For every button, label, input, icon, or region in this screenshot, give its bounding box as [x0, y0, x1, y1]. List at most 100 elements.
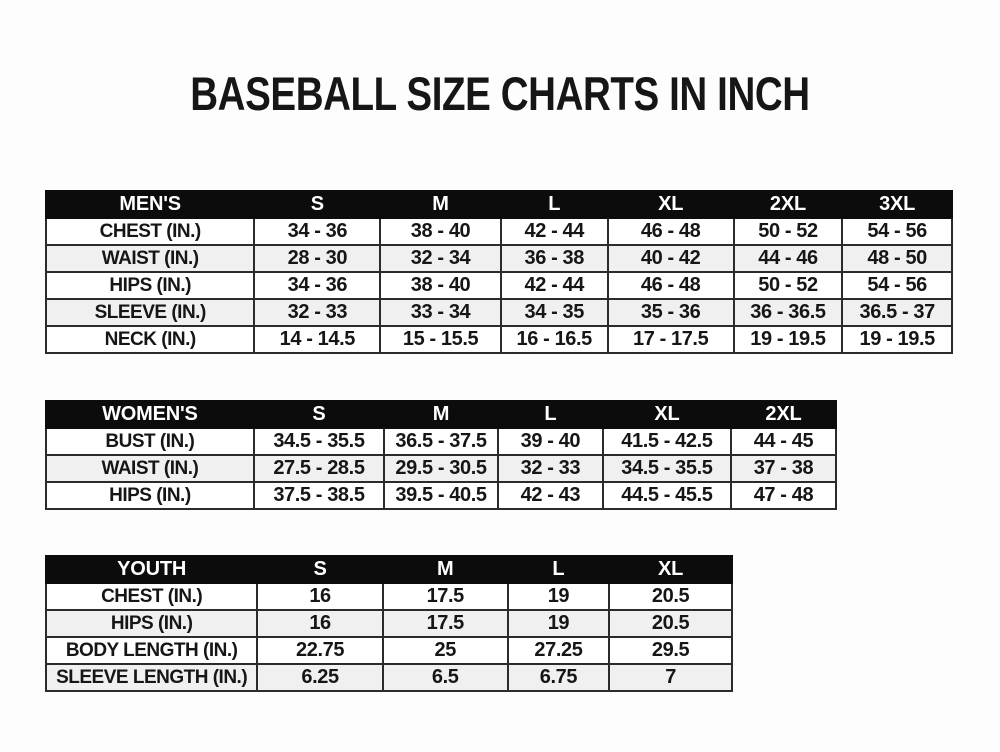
size-value-cell: 25 [381, 636, 509, 665]
page-title: BASEBALL SIZE CHARTS IN INCH [190, 67, 810, 120]
column-header: 2XL [732, 190, 844, 219]
size-value-cell: 29.5 [608, 636, 733, 665]
size-value-cell: 44.5 - 45.5 [601, 481, 732, 510]
table-row: BUST (IN.) 34.5 - 35.5 36.5 - 37.5 39 - 40 4… [45, 427, 838, 456]
table-row: HIPS (IN.) 16 17.5 19 20.5 [44, 609, 733, 638]
header-row: WOMEN'S S M L XL 2XL [45, 400, 838, 429]
table-row: WAIST (IN.) 28 - 30 32 - 34 36 - 38 40 - 42 4… [44, 244, 953, 273]
size-value-cell: 34.5 - 35.5 [601, 454, 732, 483]
size-value-cell: 6.75 [506, 663, 611, 692]
column-header: M [381, 555, 509, 584]
table-row: SLEEVE (IN.) 32 - 33 33 - 34 34 - 35 35 - 36… [44, 298, 953, 327]
size-value-cell: 19 [506, 582, 611, 611]
column-header: 2XL [729, 400, 838, 429]
size-value-cell: 27.5 - 28.5 [252, 454, 386, 483]
size-value-cell: 32 - 33 [253, 298, 382, 327]
column-header: XL [601, 400, 732, 429]
size-value-cell: 6.5 [381, 663, 509, 692]
size-value-cell: 47 - 48 [729, 481, 838, 510]
size-value-cell: 44 - 45 [729, 427, 838, 456]
size-value-cell: 42 - 44 [499, 271, 609, 300]
size-value-cell: 19 [506, 609, 611, 638]
row-label: BODY LENGTH (IN.) [44, 636, 259, 665]
size-value-cell: 37.5 - 38.5 [252, 481, 386, 510]
size-value-cell: 20.5 [608, 582, 733, 611]
table-row: CHEST (IN.) 34 - 36 38 - 40 42 - 44 46 - 48 5… [44, 217, 953, 246]
size-value-cell: 20.5 [608, 609, 733, 638]
size-value-cell: 6.25 [256, 663, 384, 692]
size-value-cell: 34 - 36 [253, 271, 382, 300]
size-value-cell: 39 - 40 [496, 427, 604, 456]
table-row: CHEST (IN.) 16 17.5 19 20.5 [44, 582, 733, 611]
table-row: NECK (IN.) 14 - 14.5 15 - 15.5 16 - 16.5 17 … [44, 325, 953, 354]
size-value-cell: 48 - 50 [841, 244, 953, 273]
size-value-cell: 38 - 40 [379, 217, 502, 246]
size-value-cell: 54 - 56 [841, 271, 953, 300]
size-value-cell: 33 - 34 [379, 298, 502, 327]
size-value-cell: 54 - 56 [841, 217, 953, 246]
size-value-cell: 41.5 - 42.5 [601, 427, 732, 456]
row-label: CHEST (IN.) [44, 217, 256, 246]
size-value-cell: 32 - 34 [379, 244, 502, 273]
column-header: M [383, 400, 499, 429]
size-value-cell: 50 - 52 [732, 217, 844, 246]
size-value-cell: 38 - 40 [379, 271, 502, 300]
size-value-cell: 14 - 14.5 [253, 325, 382, 354]
size-value-cell: 32 - 33 [496, 454, 604, 483]
table-row: HIPS (IN.) 37.5 - 38.5 39.5 - 40.5 42 - 43 4… [45, 481, 838, 510]
column-header: S [252, 400, 386, 429]
size-value-cell: 17 - 17.5 [606, 325, 735, 354]
table-title-cell: YOUTH [44, 555, 259, 584]
size-value-cell: 36.5 - 37.5 [383, 427, 499, 456]
size-value-cell: 34.5 - 35.5 [252, 427, 386, 456]
mens-size-table: MEN'S S M L XL 2XL 3XL CHEST (IN.) 34 - 36 38 - 4… [44, 190, 953, 354]
size-value-cell: 40 - 42 [606, 244, 735, 273]
size-value-cell: 17.5 [381, 609, 509, 638]
size-value-cell: 34 - 36 [253, 217, 382, 246]
row-label: NECK (IN.) [44, 325, 256, 354]
size-value-cell: 16 [256, 609, 384, 638]
row-label: HIPS (IN.) [44, 271, 256, 300]
table-row: SLEEVE LENGTH (IN.) 6.25 6.5 6.75 7 [44, 663, 733, 692]
size-value-cell: 17.5 [381, 582, 509, 611]
row-label: SLEEVE (IN.) [44, 298, 256, 327]
size-value-cell: 34 - 35 [499, 298, 609, 327]
column-header: S [256, 555, 384, 584]
size-value-cell: 28 - 30 [253, 244, 382, 273]
size-value-cell: 44 - 46 [732, 244, 844, 273]
row-label: WAIST (IN.) [44, 244, 256, 273]
size-value-cell: 42 - 44 [499, 217, 609, 246]
column-header: L [499, 190, 609, 219]
size-value-cell: 36.5 - 37 [841, 298, 953, 327]
size-value-cell: 19 - 19.5 [732, 325, 844, 354]
row-label: CHEST (IN.) [44, 582, 259, 611]
column-header: L [506, 555, 611, 584]
row-label: HIPS (IN.) [44, 609, 259, 638]
size-value-cell: 39.5 - 40.5 [383, 481, 499, 510]
size-value-cell: 37 - 38 [729, 454, 838, 483]
size-value-cell: 46 - 48 [606, 271, 735, 300]
row-label: WAIST (IN.) [45, 454, 255, 483]
table-row: WAIST (IN.) 27.5 - 28.5 29.5 - 30.5 32 - 33… [45, 454, 838, 483]
table-row: HIPS (IN.) 34 - 36 38 - 40 42 - 44 46 - 48 50… [44, 271, 953, 300]
size-value-cell: 22.75 [256, 636, 384, 665]
header-row: YOUTH S M L XL [44, 555, 733, 584]
size-value-cell: 27.25 [506, 636, 611, 665]
table-row: BODY LENGTH (IN.) 22.75 25 27.25 29.5 [44, 636, 733, 665]
column-header: L [496, 400, 604, 429]
column-header: S [253, 190, 382, 219]
column-header: M [379, 190, 502, 219]
size-value-cell: 36 - 36.5 [732, 298, 844, 327]
row-label: BUST (IN.) [45, 427, 255, 456]
size-value-cell: 29.5 - 30.5 [383, 454, 499, 483]
size-value-cell: 16 [256, 582, 384, 611]
column-header: XL [608, 555, 733, 584]
column-header: 3XL [841, 190, 953, 219]
size-value-cell: 7 [608, 663, 733, 692]
header-row: MEN'S S M L XL 2XL 3XL [44, 190, 953, 219]
womens-size-table: WOMEN'S S M L XL 2XL BUST (IN.) 34.5 - 35.5 36.5… [45, 400, 838, 510]
size-value-cell: 19 - 19.5 [841, 325, 953, 354]
size-value-cell: 15 - 15.5 [379, 325, 502, 354]
row-label: HIPS (IN.) [45, 481, 255, 510]
